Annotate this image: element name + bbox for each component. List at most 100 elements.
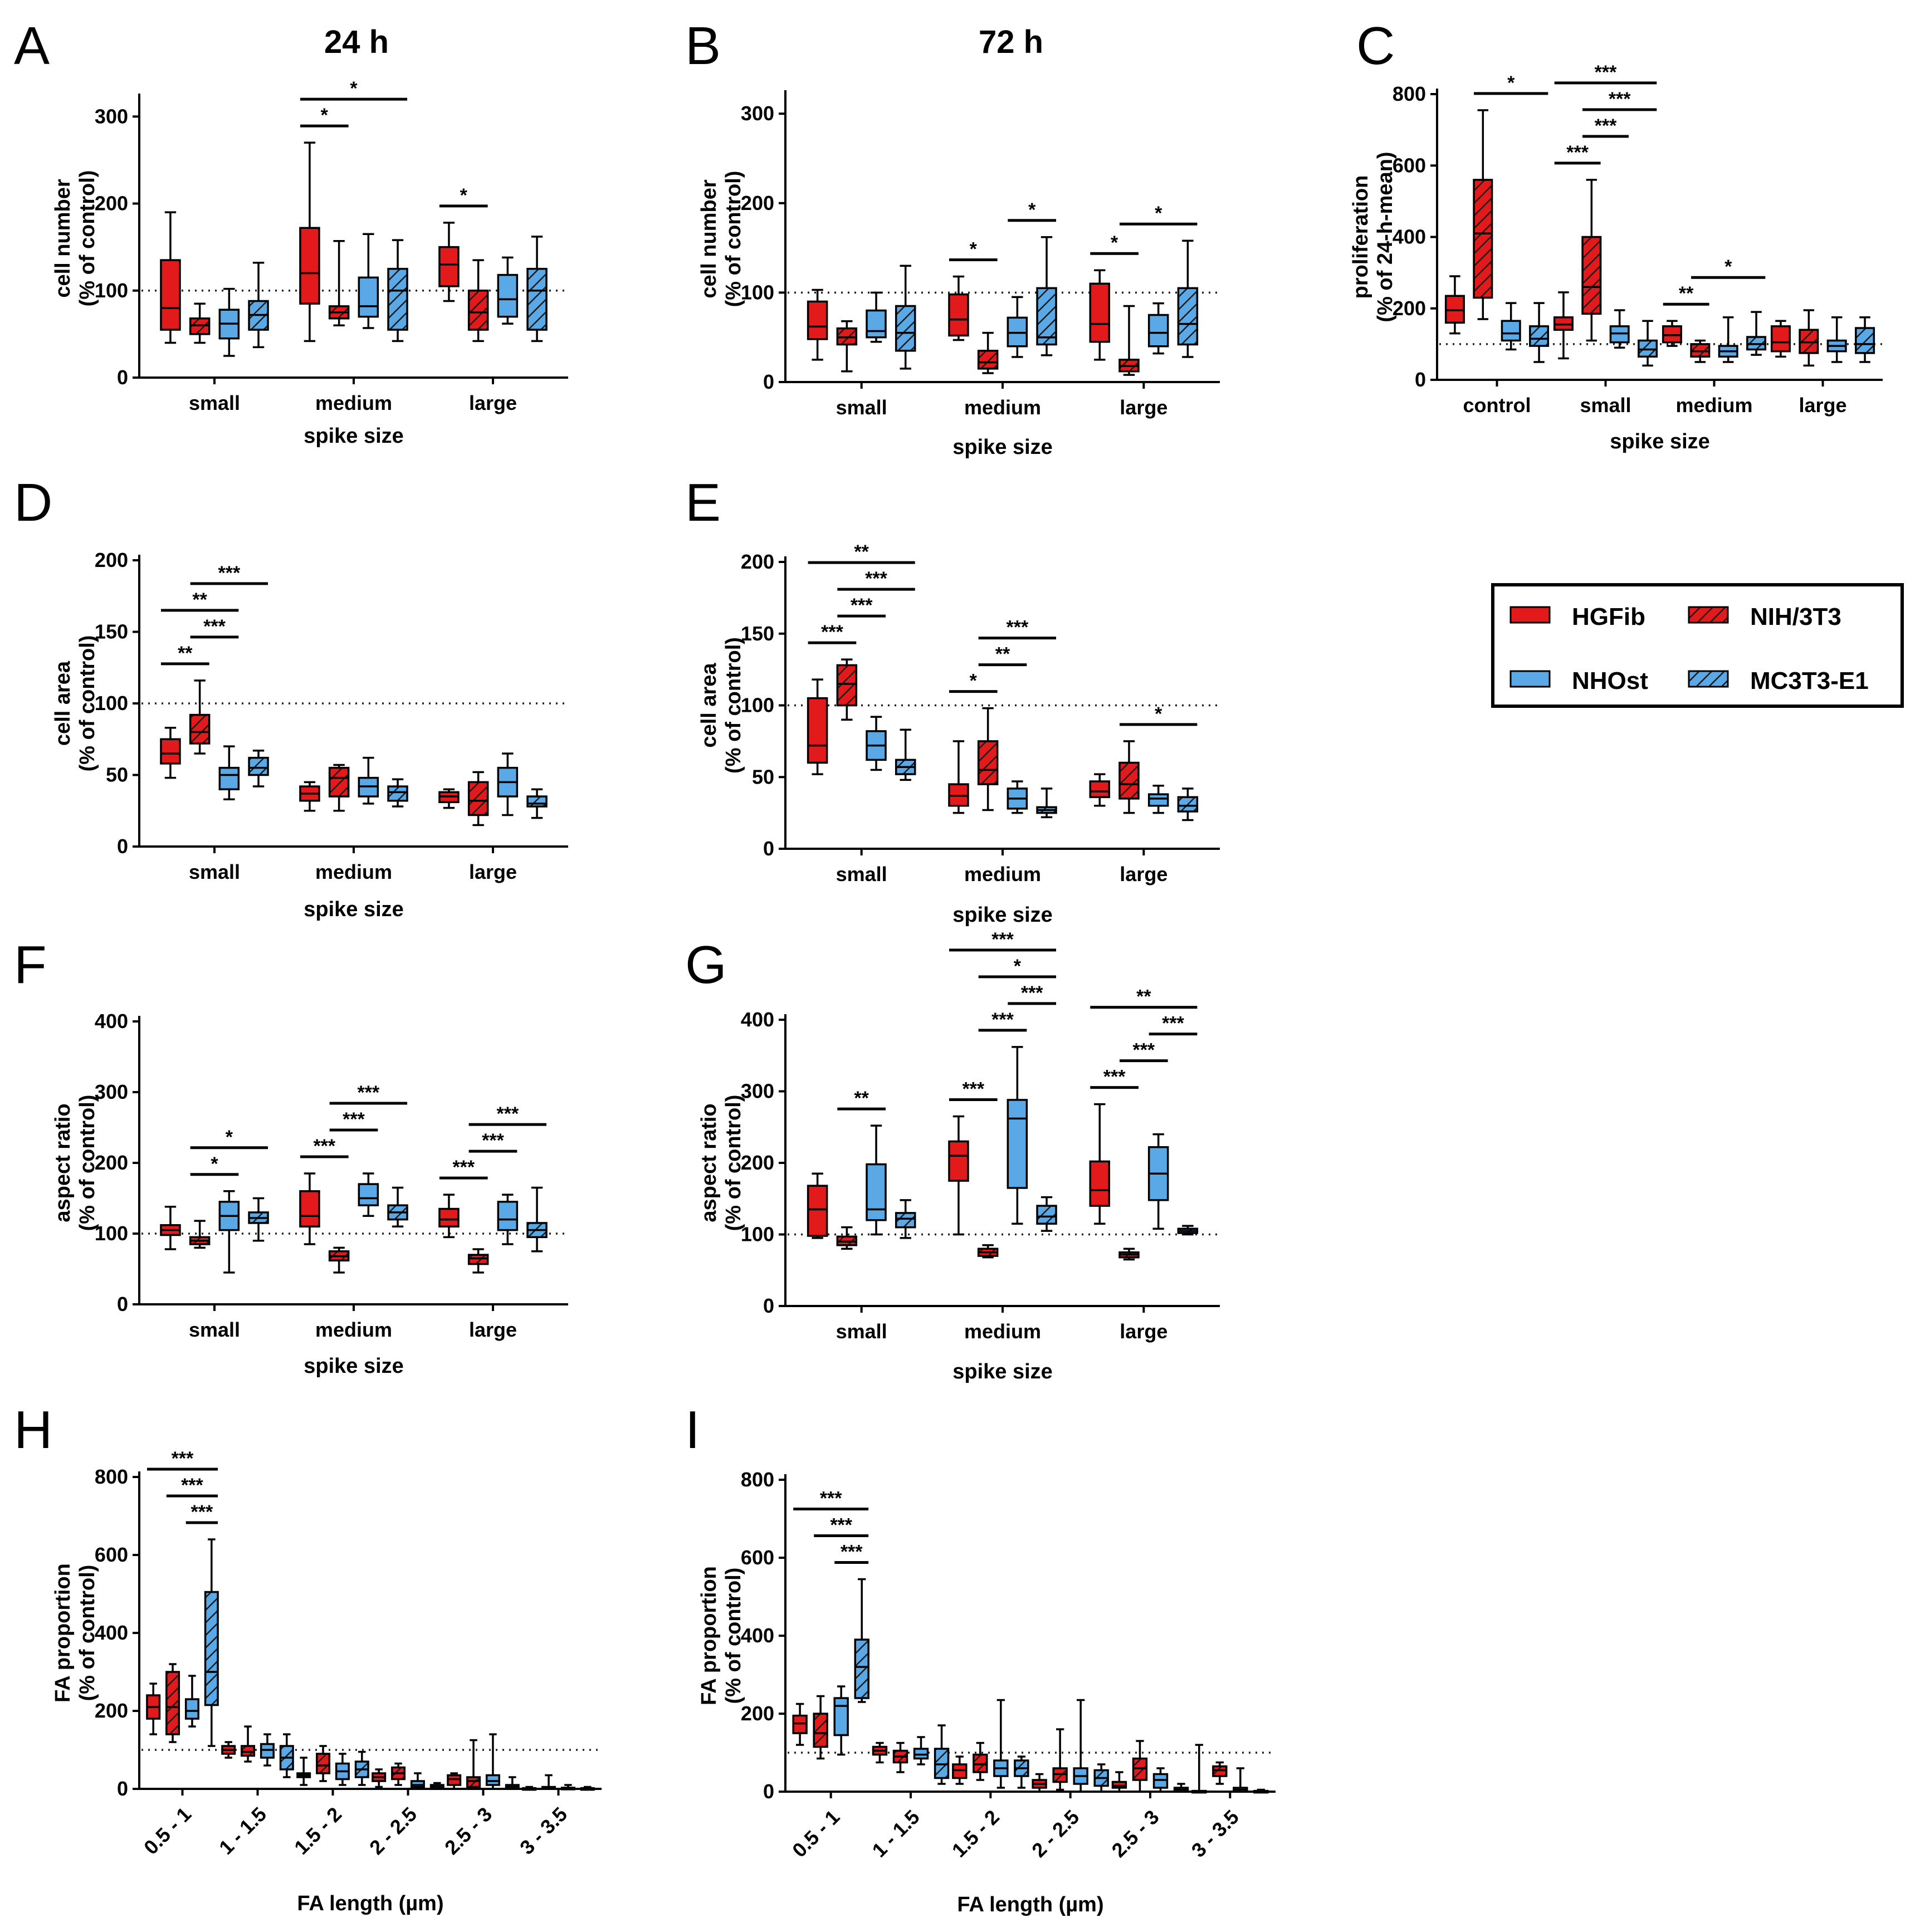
significance-label: * [211, 1153, 218, 1175]
significance-label: ** [178, 643, 193, 664]
box-iqr [1089, 1160, 1111, 1207]
x-axis-label: spike size [304, 898, 404, 921]
significance-marker: *** [978, 1009, 1027, 1032]
box-iqr [165, 1671, 180, 1735]
box-mc3t3e1 [248, 1197, 269, 1242]
box-iqr [218, 766, 240, 790]
y-tick-label: 200 [741, 192, 774, 214]
y-tick-label: 400 [95, 1010, 128, 1033]
box-mc3t3e1 [279, 1733, 294, 1778]
box-nhost [1609, 309, 1630, 349]
box-hgfib [296, 1757, 311, 1786]
panel-letter-b: B [685, 16, 721, 76]
box-nhost [1147, 1133, 1169, 1230]
box-iqr [189, 713, 211, 745]
x-tick-label: medium [964, 1320, 1041, 1343]
box-nhost [497, 256, 519, 325]
significance-label: * [1111, 232, 1118, 253]
x-axis-label: spike size [304, 424, 404, 448]
box-hgfib [948, 740, 969, 814]
box-mc3t3e1 [1855, 316, 1875, 363]
significance-label: * [460, 185, 468, 206]
significance-marker: * [978, 956, 1057, 979]
box-iqr [1147, 314, 1169, 348]
box-iqr [248, 756, 269, 776]
x-tick-label: small [189, 860, 240, 883]
box-hgfib [160, 211, 181, 344]
box-iqr [977, 740, 999, 785]
significance-marker: *** [808, 622, 857, 644]
x-axis-label: FA length (µm) [297, 1892, 443, 1915]
box-iqr [358, 276, 379, 318]
box-iqr [497, 1201, 519, 1231]
box-nhost [218, 1190, 240, 1274]
significance-label: *** [821, 622, 843, 643]
box-hgfib [1770, 320, 1791, 358]
y-tick-label: 200 [95, 192, 128, 215]
significance-marker: *** [439, 1157, 488, 1180]
y-axis-label: FA proportion(% of control) [697, 1566, 745, 1705]
box-nhost [1152, 1767, 1169, 1793]
box-mc3t3e1 [1177, 788, 1199, 821]
box-nhost [358, 756, 379, 805]
box-hgfib [299, 141, 320, 343]
significance-label: *** [991, 929, 1014, 950]
panel-i: I 0 200 400 600 800 FA proportion(% of control… [685, 1400, 1276, 1916]
x-tick-label: 1.5 - 2 [290, 1803, 346, 1859]
box-mc3t3e1 [248, 750, 269, 788]
legend-label-nih3t3: NIH/3T3 [1750, 603, 1841, 630]
x-tick-label: small [189, 1318, 240, 1341]
x-tick-label: 1.5 - 2 [947, 1806, 1004, 1862]
x-tick-label: large [469, 860, 517, 883]
box-mc3t3e1 [526, 788, 548, 819]
box-nih3t3 [1118, 1248, 1140, 1261]
significance-marker: ** [160, 589, 239, 612]
x-tick-label: 1 - 1.5 [867, 1806, 924, 1862]
panel-e: E 0 50 100 150 200 cell area(% of control) smal… [685, 473, 1220, 927]
box-nhost [218, 745, 240, 800]
box-nih3t3 [467, 259, 489, 343]
significance-marker: *** [793, 1488, 869, 1510]
box-iqr [160, 738, 181, 765]
significance-marker: *** [834, 1542, 869, 1564]
box-iqr [184, 1698, 199, 1720]
box-mc3t3e1 [387, 1186, 408, 1228]
box-hgfib [948, 275, 969, 341]
significance-label: *** [343, 1109, 365, 1130]
box-iqr [358, 1183, 379, 1206]
x-tick-label: large [469, 1318, 517, 1341]
box-iqr [299, 1190, 320, 1228]
x-tick-label: medium [315, 392, 392, 414]
box-hgfib [1089, 1103, 1111, 1225]
x-tick-label: small [836, 863, 887, 886]
x-tick-label: 2 - 2.5 [1027, 1806, 1083, 1862]
significance-marker: *** [1090, 1067, 1139, 1089]
x-tick-label: large [1120, 396, 1167, 419]
box-hgfib [299, 1172, 320, 1245]
y-tick-label: 100 [741, 1223, 774, 1246]
y-tick-label: 800 [741, 1468, 774, 1491]
panel-letter-a: A [14, 16, 50, 76]
significance-marker: ** [837, 1088, 886, 1111]
y-tick-label: 150 [741, 622, 774, 645]
y-tick-label: 0 [117, 1293, 128, 1315]
significance-label: * [970, 238, 978, 260]
y-tick-label: 200 [741, 550, 774, 573]
legend-swatch-nhost [1509, 670, 1551, 688]
box-iqr [1036, 1205, 1057, 1225]
significance-marker: *** [468, 1103, 547, 1126]
box-nhost [184, 1675, 199, 1728]
box-nih3t3 [977, 1244, 999, 1259]
significance-marker: * [1474, 72, 1548, 95]
box-iqr [1529, 325, 1550, 347]
box-nih3t3 [189, 679, 211, 755]
x-tick-label: 3 - 3.5 [1187, 1806, 1243, 1862]
y-axis-label: proliferation(% of 24-h-mean) [1349, 151, 1397, 322]
y-axis-label: aspect ratio(% of control) [51, 1095, 99, 1231]
box-nhost [560, 1784, 575, 1791]
y-tick-label: 300 [741, 102, 774, 125]
box-iqr [299, 227, 320, 305]
significance-marker: *** [190, 616, 239, 639]
box-iqr [948, 1140, 969, 1182]
box-hgfib [160, 726, 181, 779]
